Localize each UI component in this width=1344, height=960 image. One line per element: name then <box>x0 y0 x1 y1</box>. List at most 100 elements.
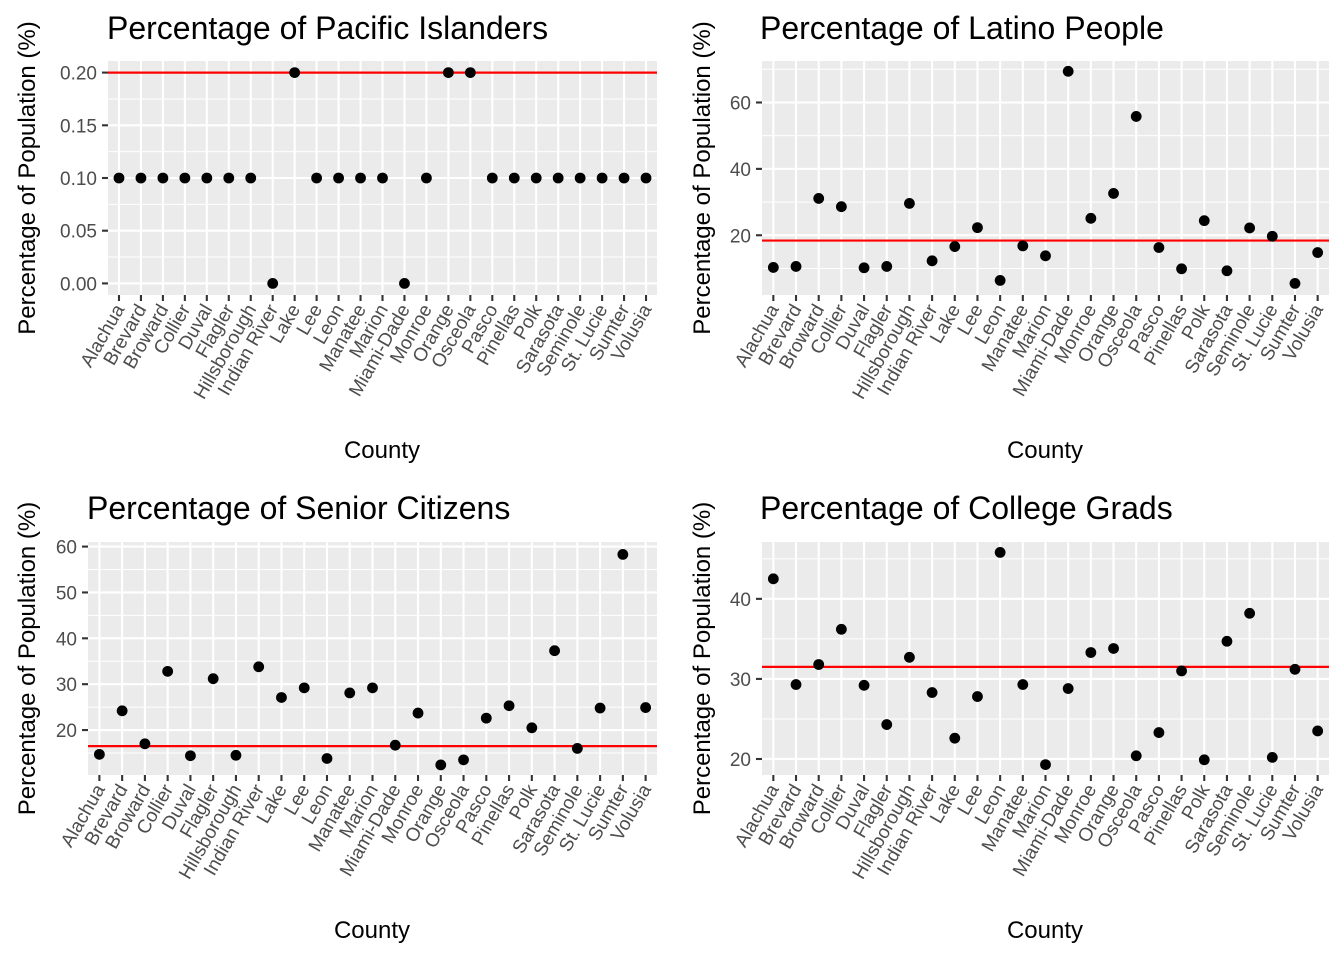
data-point-sumter <box>1289 277 1301 289</box>
data-point-lake <box>949 241 961 252</box>
data-point-sarasota <box>1221 265 1233 277</box>
data-point-indian-river <box>926 255 938 267</box>
y-tick-label: 0.05 <box>60 222 97 243</box>
data-point-indian-river <box>253 661 265 673</box>
data-point-osceola <box>1130 111 1142 122</box>
y-tick-label: 0.15 <box>60 116 97 137</box>
data-point-pasco <box>486 172 498 184</box>
data-point-flagler <box>223 172 235 184</box>
y-axis-title: Percentage of Population (%) <box>14 21 41 335</box>
data-point-pinellas <box>1176 665 1187 677</box>
data-point-lee <box>311 172 323 184</box>
data-point-alachua <box>113 172 125 184</box>
data-point-orange <box>435 759 447 771</box>
data-point-pasco <box>1153 727 1165 738</box>
data-point-pinellas <box>1176 263 1187 275</box>
data-point-miami-dade <box>399 278 410 289</box>
data-point-manatee <box>355 172 366 184</box>
y-tick-label: 40 <box>56 629 77 650</box>
y-tick-label: 0.10 <box>60 169 97 190</box>
y-tick-label: 40 <box>730 160 751 181</box>
data-point-pasco <box>1153 242 1165 253</box>
data-point-monroe <box>1085 647 1097 658</box>
data-point-broward <box>139 738 151 750</box>
data-point-orange <box>442 67 454 78</box>
data-point-leon <box>994 547 1006 558</box>
data-point-volusia <box>640 702 652 713</box>
data-point-miami-dade <box>1062 65 1074 77</box>
data-point-seminole <box>571 742 583 754</box>
y-tick-label: 30 <box>730 670 751 691</box>
data-point-lake <box>949 732 961 744</box>
y-tick-label: 20 <box>730 226 751 247</box>
data-point-sumter <box>618 172 630 184</box>
chart-panel-4: 203040AlachuaBrevardBrowardCollierDuvalF… <box>689 490 1329 944</box>
chart-panel-2: 204060AlachuaBrevardBrowardCollierDuvalF… <box>689 10 1329 464</box>
data-point-hillsborough <box>245 172 257 184</box>
data-point-st-lucie <box>1266 751 1278 763</box>
data-point-polk <box>1198 754 1210 766</box>
data-point-marion <box>367 682 378 694</box>
data-point-osceola <box>1130 750 1142 762</box>
x-axis-title: County <box>1007 917 1083 944</box>
data-point-brevard <box>135 172 147 184</box>
data-point-miami-dade <box>389 739 401 751</box>
data-point-volusia <box>640 172 652 184</box>
chart-title: Percentage of Latino People <box>760 10 1164 46</box>
chart-title: Percentage of Pacific Islanders <box>107 10 548 46</box>
y-tick-label: 30 <box>56 675 77 696</box>
data-point-sumter <box>1289 663 1301 675</box>
data-point-seminole <box>1244 607 1256 619</box>
data-point-volusia <box>1312 725 1324 737</box>
data-point-seminole <box>574 172 586 184</box>
data-point-collier <box>179 172 191 184</box>
data-point-marion <box>377 172 388 184</box>
data-point-orange <box>1108 188 1119 199</box>
data-point-pinellas <box>503 700 515 712</box>
data-point-marion <box>1040 250 1051 262</box>
x-axis-title: County <box>334 917 410 944</box>
data-point-osceola <box>458 754 469 766</box>
x-axis-title: County <box>1007 437 1083 464</box>
data-point-polk <box>526 722 538 734</box>
data-point-sumter <box>617 548 629 560</box>
data-point-collier <box>162 665 174 677</box>
data-point-leon <box>321 753 333 764</box>
data-point-monroe <box>421 172 432 184</box>
data-point-lee <box>972 222 983 234</box>
data-point-st-lucie <box>594 702 606 714</box>
data-point-miami-dade <box>1062 683 1074 694</box>
y-axis-title: Percentage of Population (%) <box>689 502 716 816</box>
data-point-alachua <box>767 262 779 273</box>
data-point-seminole <box>1244 222 1256 234</box>
data-point-collier <box>835 201 847 213</box>
data-point-duval <box>858 262 870 274</box>
data-point-sarasota <box>552 172 564 184</box>
y-axis-title: Percentage of Population (%) <box>689 21 716 335</box>
data-point-hillsborough <box>230 749 242 761</box>
data-point-leon <box>994 274 1006 286</box>
data-point-st-lucie <box>596 172 608 184</box>
y-tick-label: 60 <box>730 93 751 114</box>
data-point-osceola <box>464 67 476 78</box>
data-point-manatee <box>1017 679 1029 690</box>
data-point-manatee <box>1017 240 1029 252</box>
chart-title: Percentage of College Grads <box>760 490 1173 526</box>
chart-panel-3: 2030405060AlachuaBrevardBrowardCollierDu… <box>14 490 657 944</box>
data-point-lake <box>289 67 301 78</box>
chart-panel-1: 0.000.050.100.150.20AlachuaBrevardBrowar… <box>14 10 657 464</box>
data-point-volusia <box>1312 247 1324 258</box>
data-point-indian-river <box>267 278 279 289</box>
data-point-brevard <box>116 705 128 717</box>
data-point-manatee <box>344 687 356 699</box>
data-point-broward <box>157 172 169 184</box>
data-point-pasco <box>480 712 492 724</box>
data-point-lee <box>972 691 983 702</box>
data-point-polk <box>1198 215 1210 227</box>
y-tick-label: 20 <box>730 750 751 771</box>
data-point-sarasota <box>1221 635 1233 647</box>
data-point-flagler <box>881 719 893 730</box>
data-point-brevard <box>790 261 802 272</box>
data-point-st-lucie <box>1266 230 1278 242</box>
